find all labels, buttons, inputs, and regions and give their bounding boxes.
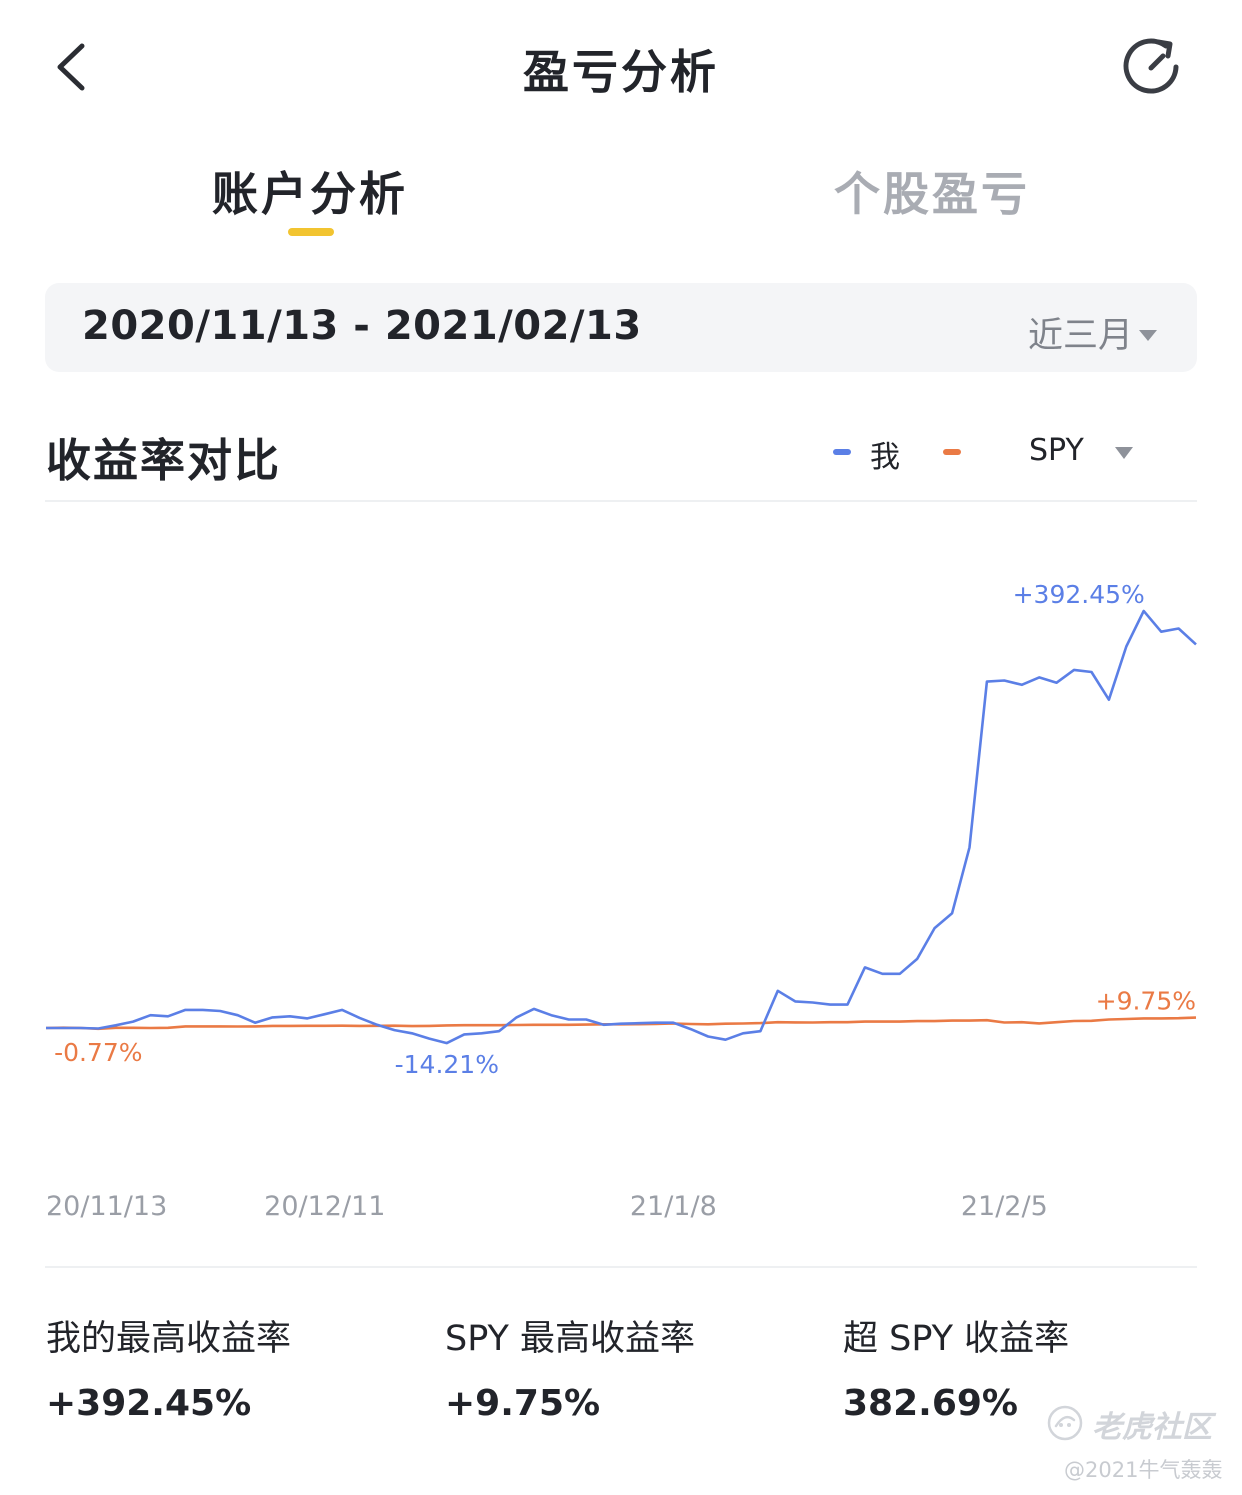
return-comparison-chart[interactable]: +392.45% -14.21% -0.77% +9.75% 20/11/13 20/12… (0, 503, 1242, 1263)
benchmark-dropdown-label[interactable]: SPY (1029, 433, 1084, 468)
x-tick-label: 21/1/8 (630, 1191, 717, 1222)
stats-row: 我的最高收益率 +392.45% SPY 最高收益率 +9.75% 超 SPY … (0, 1310, 1242, 1430)
divider (45, 1266, 1197, 1268)
x-tick-label: 20/12/11 (264, 1191, 385, 1222)
stat-label: 我的最高收益率 (46, 1319, 292, 1359)
caret-down-icon[interactable] (1115, 447, 1133, 459)
back-button[interactable] (46, 36, 106, 96)
stat-my-max-return: 我的最高收益率 +392.45% (46, 1310, 291, 1424)
annotation-label: +392.45% (1013, 580, 1145, 609)
stat-value: 382.69% (843, 1383, 1018, 1424)
tab-account-analysis[interactable]: 账户分析 (212, 167, 408, 221)
tab-bar: 账户分析 个股盈亏 (0, 150, 1242, 250)
refresh-button[interactable] (1118, 34, 1184, 100)
watermark-brand: 老虎社区 (1092, 1410, 1212, 1445)
stat-value: +392.45% (46, 1383, 252, 1424)
stat-label: 超 SPY 收益率 (843, 1319, 1070, 1359)
x-tick-label: 20/11/13 (46, 1191, 167, 1222)
date-range: 2020/11/13 - 2021/02/13 (82, 303, 642, 349)
caret-down-icon (1139, 330, 1157, 341)
period-dropdown[interactable]: 近三月 (1028, 307, 1157, 358)
refresh-icon (1123, 38, 1179, 94)
stat-spy-max-return: SPY 最高收益率 +9.75% (445, 1310, 695, 1424)
period-label: 近三月 (1027, 316, 1133, 356)
annotation-label: -0.77% (54, 1038, 142, 1067)
section-title: 收益率对比 (46, 434, 282, 487)
series-line-me (46, 609, 1197, 1045)
legend-spy-swatch (943, 449, 961, 455)
stat-value: +9.75% (445, 1383, 601, 1424)
page-title: 盈亏分析 (523, 45, 719, 99)
annotation-label: -14.21% (395, 1050, 499, 1079)
nav-bar: 盈亏分析 (0, 0, 1242, 135)
tab-active-indicator (288, 228, 334, 236)
x-tick-label: 21/2/5 (961, 1191, 1048, 1222)
watermark: 老虎社区 @2021牛气轰轰 (1040, 1400, 1230, 1490)
stat-excess-return: 超 SPY 收益率 382.69% (843, 1310, 1069, 1424)
legend-me-swatch (833, 449, 851, 455)
stat-label: SPY 最高收益率 (445, 1319, 696, 1359)
date-filter-bar[interactable]: 2020/11/13 - 2021/02/13 近三月 (45, 283, 1197, 372)
chevron-left-icon (57, 43, 85, 91)
annotation-label: +9.75% (1096, 987, 1196, 1016)
divider (45, 500, 1197, 502)
legend-me-label: 我 (870, 440, 900, 475)
tiger-logo-icon (1047, 1405, 1083, 1441)
chart-canvas: +392.45% -14.21% -0.77% +9.75% 20/11/13 20/12… (45, 580, 1197, 1222)
tab-stock-pnl[interactable]: 个股盈亏 (834, 167, 1030, 221)
watermark-user: @2021牛气轰轰 (1064, 1458, 1223, 1482)
